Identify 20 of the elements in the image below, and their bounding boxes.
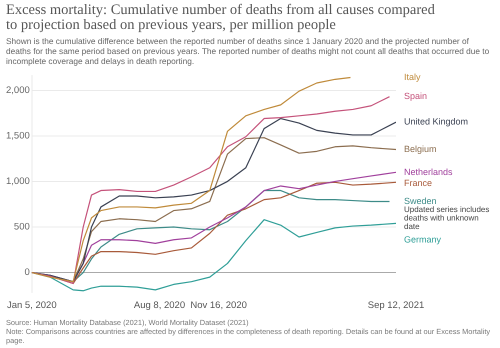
x-tick-label: Nov 16, 2020	[190, 300, 247, 311]
series-label: Belgium	[404, 144, 437, 154]
y-tick-label: 0	[24, 267, 30, 278]
series-label: Netherlands	[404, 166, 454, 177]
x-tick-label: Sep 12, 2021	[368, 300, 424, 311]
series-label: France	[404, 178, 432, 188]
x-tick-label: Jan 5, 2020	[6, 300, 57, 311]
chart-subtitle: Shown is the cumulative difference between the reported number of deaths since 1 January 2020 and the projected number of deaths for the same period based on previous years. The reported number of deaths might not count all deaths that occurred due to incomplete coverage and delays in death reporting.	[6, 36, 490, 66]
y-tick-label: 500	[14, 222, 30, 233]
series-label: United Kingdom	[404, 116, 468, 127]
series-label: Germany	[404, 234, 442, 244]
y-tick-label: 2,000	[6, 84, 30, 96]
x-tick-label: Aug 8, 2020	[134, 300, 186, 311]
chart-title: Excess mortality: Cumulative number of deaths from all causes compared to projection based on previous years, per million people	[6, 2, 436, 33]
y-tick-label: 1,500	[6, 130, 30, 142]
text: Italy	[404, 72, 422, 82]
y-tick-label: 1,000	[6, 176, 30, 188]
series-label: Sweden	[404, 196, 437, 206]
series-label: Spain	[404, 91, 428, 102]
annotation: Updated series includes deaths with unknown date	[404, 205, 490, 232]
